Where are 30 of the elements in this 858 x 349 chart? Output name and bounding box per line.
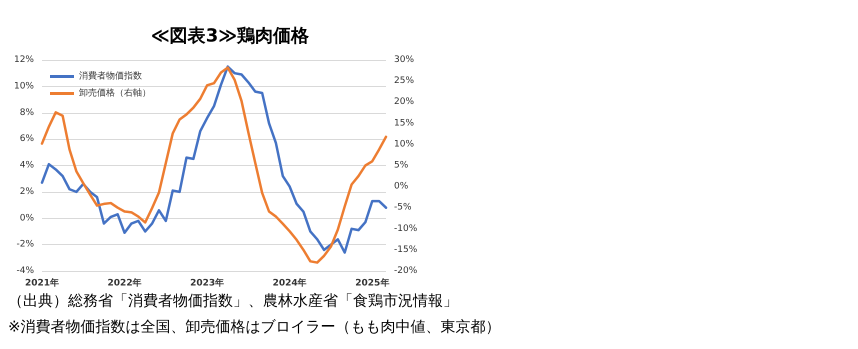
x-tick-label: 2022年 xyxy=(108,278,142,288)
y-tick-label: 2% xyxy=(20,186,34,197)
legend-label: 消費者物価指数 xyxy=(79,70,142,82)
x-tick-label: 2024年 xyxy=(272,278,307,288)
y2-tick-label: 25% xyxy=(394,76,414,86)
y-tick-label: 12% xyxy=(14,55,34,65)
y-tick-label: 10% xyxy=(14,81,34,92)
y2-tick-label: -10% xyxy=(394,224,418,234)
y2-tick-label: -20% xyxy=(394,266,418,276)
text: （出典）総務省「消費者物価指数」、農林水産省「食鶏市況情報」 xyxy=(8,292,458,310)
y2-tick-label: 5% xyxy=(394,160,409,170)
y-tick-label: 4% xyxy=(20,160,34,170)
x-tick-label: 2023年 xyxy=(190,278,224,288)
y2-tick-label: 15% xyxy=(394,118,414,128)
y-tick-label: -2% xyxy=(16,240,34,250)
y-tick-label: 6% xyxy=(20,134,34,144)
y2-tick-label: 0% xyxy=(394,182,409,192)
y2-tick-label: 30% xyxy=(394,55,414,65)
y2-tick-label: -15% xyxy=(394,244,418,255)
y2-tick-label: 10% xyxy=(394,139,414,150)
y-tick-label: 8% xyxy=(20,108,34,118)
x-tick-label: 2025年 xyxy=(355,278,390,288)
y-tick-label: -4% xyxy=(16,266,34,276)
text: ※消費者物価指数は全国、卸売価格はブロイラー（もも肉中値、東京都） xyxy=(8,318,501,336)
y-tick-label: 0% xyxy=(20,213,34,224)
y2-tick-label: -5% xyxy=(394,202,412,213)
x-tick-label: 2021年 xyxy=(24,278,60,288)
chart-title: ≪図表3≫鶏肉価格 xyxy=(150,26,310,46)
y2-tick-label: 20% xyxy=(394,97,414,108)
legend-label: 卸売価格（右軸） xyxy=(79,88,151,98)
